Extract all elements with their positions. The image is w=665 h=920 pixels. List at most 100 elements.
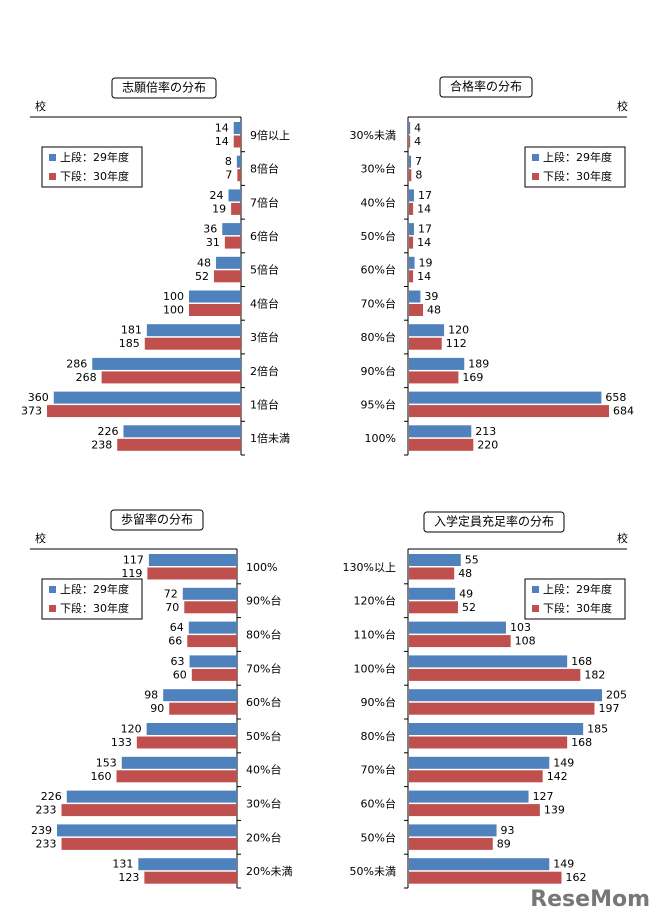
value-label: 66 (168, 635, 182, 648)
bar (146, 723, 237, 735)
legend-box (524, 578, 626, 620)
value-label: 63 (171, 655, 185, 668)
chart-title: 入学定員充足率の分布 (434, 514, 554, 529)
bar (236, 155, 241, 168)
value-label: 181 (121, 324, 142, 337)
bar (409, 858, 550, 871)
unit-label: 校 (35, 99, 46, 113)
category-label: 1倍台 (250, 397, 279, 411)
value-label: 17 (418, 189, 432, 202)
category-label: 120%台 (354, 594, 396, 608)
bar (233, 122, 241, 134)
value-label: 17 (418, 223, 432, 236)
bar (61, 837, 237, 850)
legend-label: 上段：29年度 (543, 582, 612, 596)
category-label: 5倍台 (250, 263, 279, 277)
value-label: 149 (553, 756, 574, 769)
value-label: 142 (547, 770, 568, 783)
bar (409, 357, 465, 370)
category-label: 50%台 (361, 229, 396, 243)
bar (237, 169, 241, 182)
value-label: 103 (510, 621, 531, 634)
legend-label: 下段：30年度 (60, 601, 129, 615)
bar (101, 371, 241, 384)
value-label: 36 (203, 223, 217, 236)
bar (409, 189, 414, 202)
legend-label: 下段：30年度 (543, 601, 612, 615)
title-box (111, 77, 217, 99)
category-label: 80%台 (246, 628, 281, 642)
value-label: 14 (215, 122, 229, 135)
bar (409, 256, 415, 269)
bar (409, 790, 529, 803)
title-box (110, 509, 204, 531)
bar (409, 554, 461, 566)
bar (144, 871, 237, 884)
legend-label: 上段：29年度 (60, 582, 129, 596)
category-label: 80%台 (361, 729, 396, 743)
category-label: 8倍台 (250, 162, 279, 176)
category-label: 40%台 (246, 763, 281, 777)
bar (409, 391, 602, 404)
value-label: 373 (21, 405, 42, 418)
bar (222, 223, 241, 236)
bar (409, 702, 595, 715)
category-label: 100% (365, 432, 396, 445)
category-label: 90%台 (361, 695, 396, 709)
category-label: 50%台 (246, 729, 281, 743)
legend-swatch (49, 173, 56, 180)
watermark: ReseMom (530, 887, 650, 912)
category-label: 70%台 (246, 661, 281, 675)
category-label: 95%台 (361, 397, 396, 411)
legend-label: 下段：30年度 (543, 169, 612, 183)
value-label: 14 (417, 270, 431, 283)
legend-box (41, 146, 143, 188)
bar (409, 135, 411, 148)
value-label: 226 (41, 790, 62, 803)
legend-box (41, 578, 143, 620)
value-label: 220 (477, 438, 498, 451)
legend-label: 上段：29年度 (60, 150, 129, 164)
bar (409, 837, 493, 850)
value-label: 197 (598, 702, 619, 715)
bar (409, 405, 609, 418)
value-label: 117 (123, 554, 144, 567)
bar (147, 567, 237, 580)
value-label: 185 (587, 723, 608, 736)
value-label: 19 (212, 202, 226, 215)
value-label: 8 (225, 155, 232, 168)
value-label: 14 (417, 202, 431, 215)
value-label: 131 (112, 858, 133, 871)
title-box (423, 511, 565, 533)
value-label: 7 (225, 169, 232, 182)
category-label: 60%台 (361, 263, 396, 277)
chart-title: 志願倍率の分布 (122, 80, 206, 95)
bar (409, 270, 414, 283)
category-label: 80%台 (361, 330, 396, 344)
bar (409, 438, 474, 451)
category-label: 3倍台 (250, 330, 279, 344)
category-label: 50%未満 (350, 865, 396, 878)
value-label: 14 (417, 236, 431, 249)
category-label: 20%台 (246, 830, 281, 844)
bar (92, 357, 241, 370)
category-label: 60%台 (361, 797, 396, 811)
category-label: 7倍台 (250, 195, 279, 209)
bar (409, 304, 424, 316)
bar (409, 324, 445, 337)
bar (409, 223, 414, 236)
bar (231, 202, 241, 215)
bar (117, 438, 241, 451)
bar (409, 371, 459, 384)
unit-label: 校 (617, 99, 628, 113)
bar (191, 668, 237, 681)
bar (188, 304, 241, 316)
value-label: 133 (111, 736, 132, 749)
value-label: 123 (118, 871, 139, 884)
value-label: 168 (571, 736, 592, 749)
chart-title: 合格率の分布 (450, 79, 522, 94)
bar (409, 668, 581, 681)
category-label: 9倍以上 (250, 128, 290, 142)
value-label: 93 (501, 824, 515, 837)
